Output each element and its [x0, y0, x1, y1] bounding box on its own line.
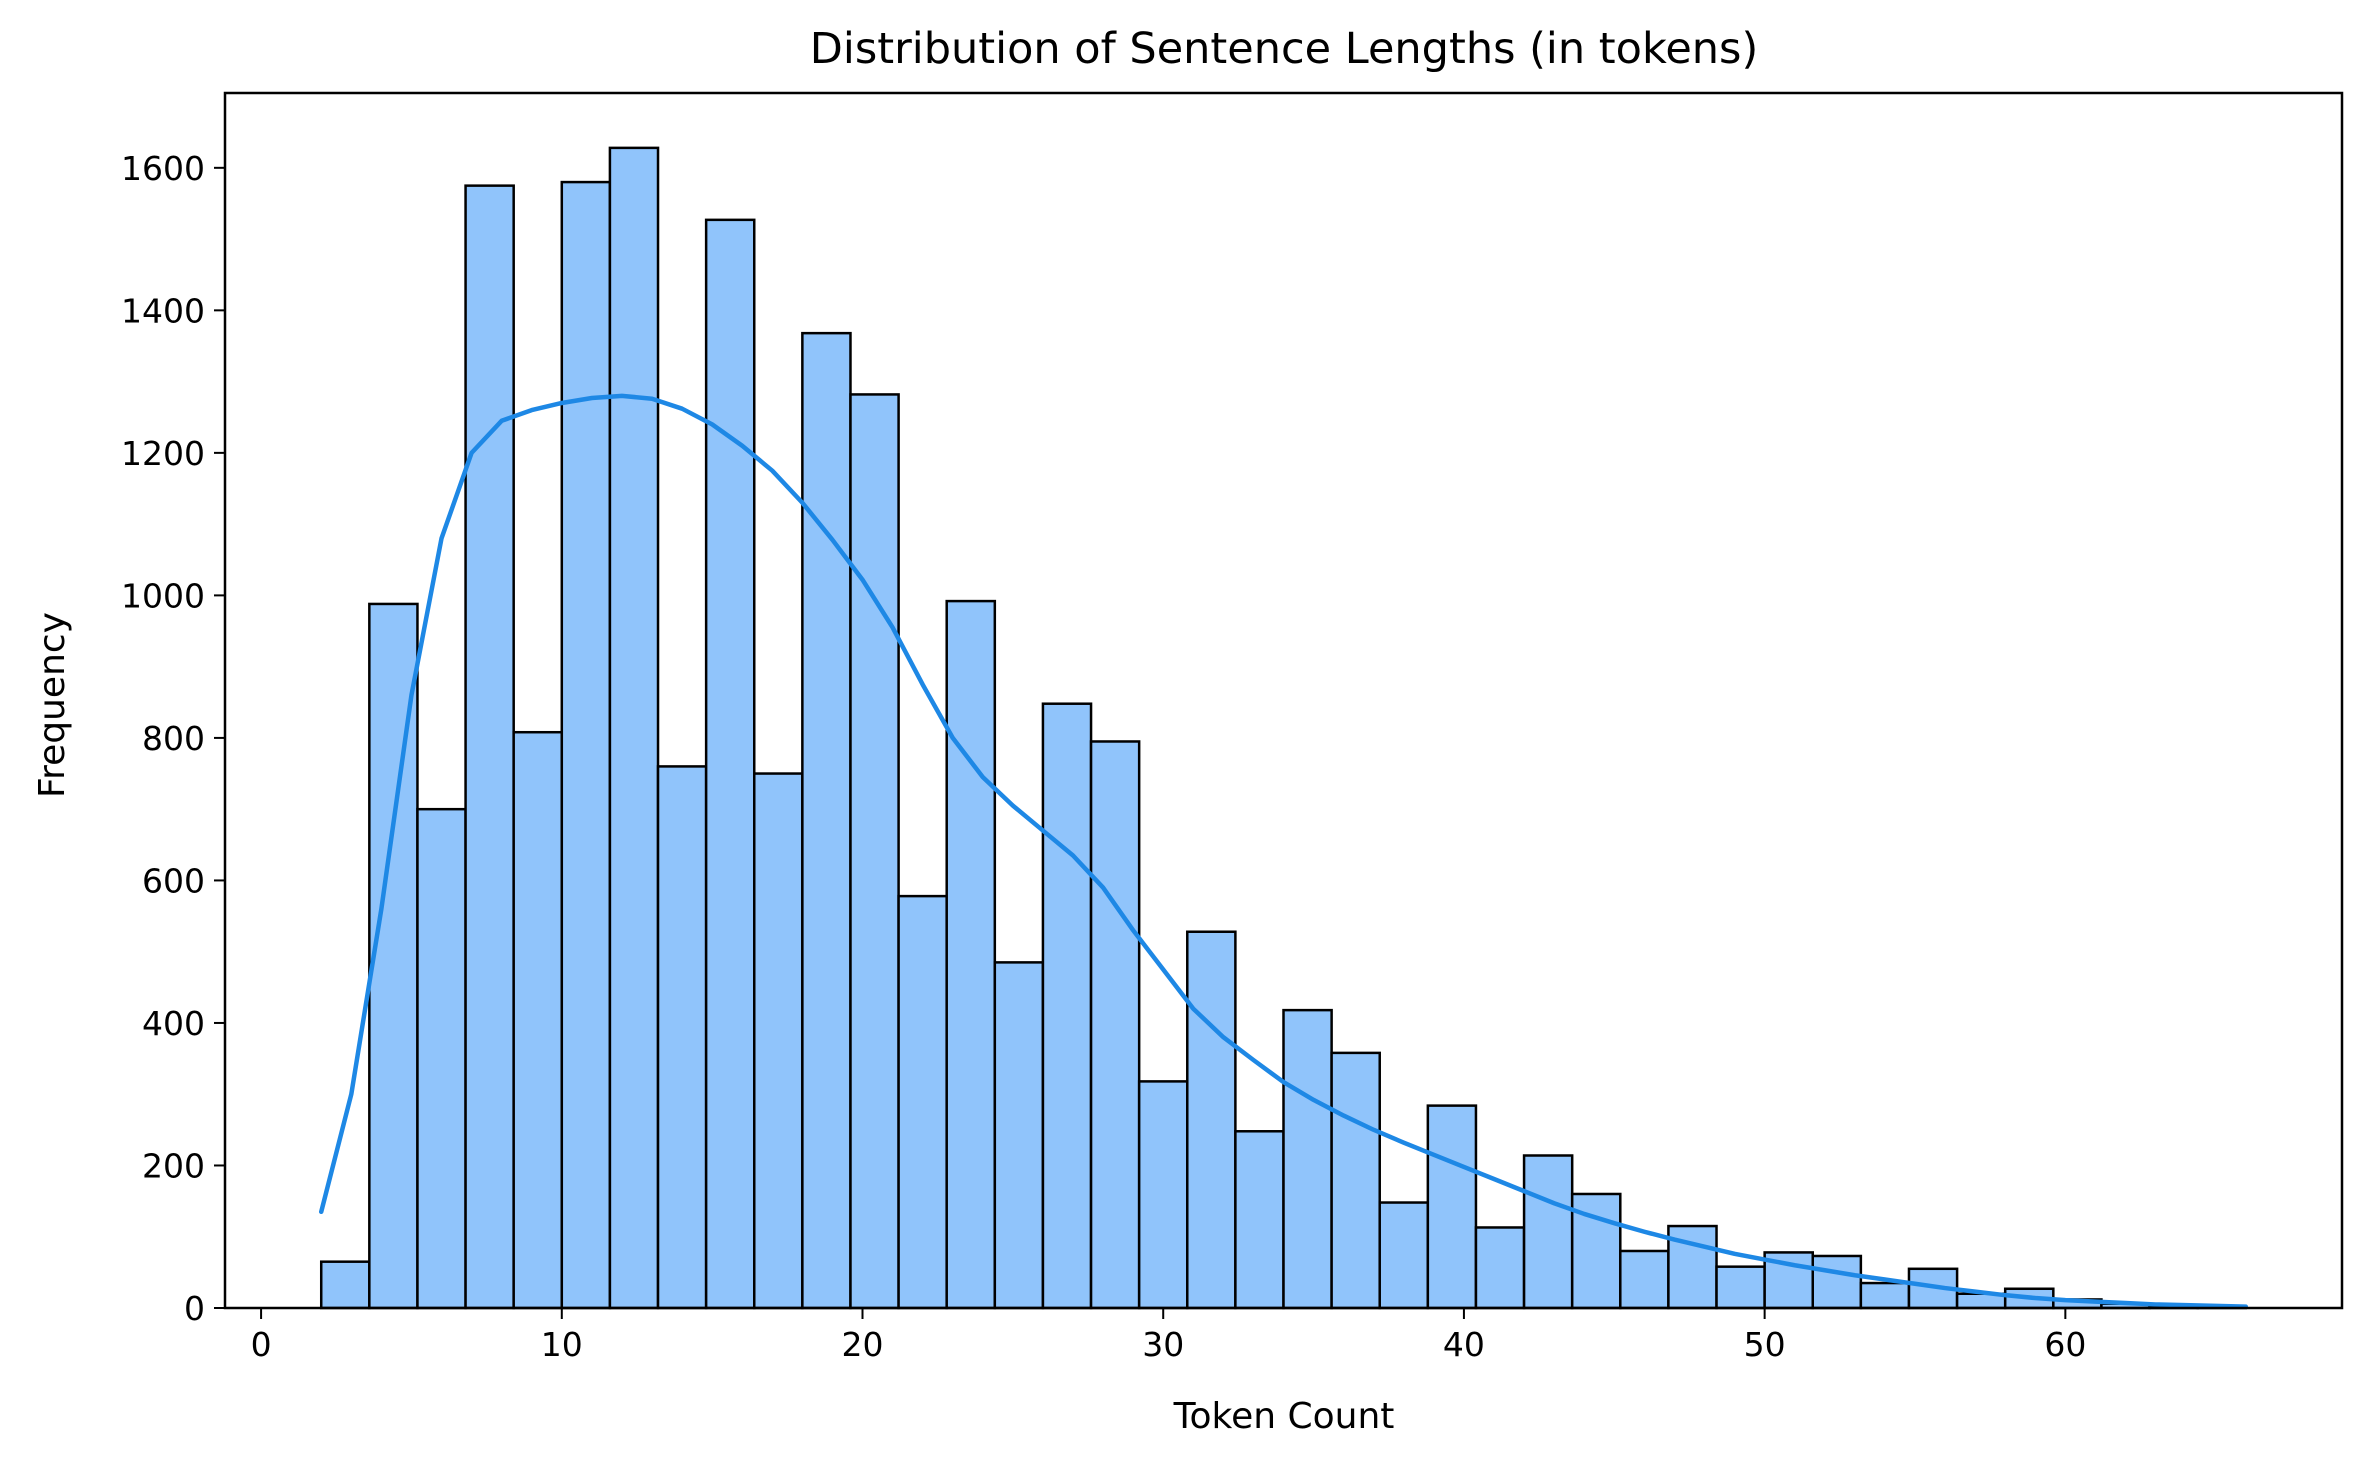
histogram-bar — [704, 218, 756, 1310]
y-tick-label: 800 — [142, 719, 205, 758]
y-tick-label: 1200 — [121, 434, 205, 473]
histogram-bar — [1474, 1226, 1526, 1310]
x-tick-label: 20 — [842, 1325, 884, 1364]
histogram-bar — [656, 765, 708, 1310]
x-axis: 0 10 20 30 40 50 60 — [251, 1308, 2086, 1364]
histogram-bar — [1330, 1051, 1381, 1310]
kde-curve — [318, 393, 2249, 1309]
y-tick-label: 1000 — [121, 576, 205, 615]
histogram-bar — [560, 180, 612, 1310]
histogram-bar — [416, 807, 467, 1310]
histogram-bar — [1137, 1080, 1189, 1310]
chart-title: Distribution of Sentence Lengths (in tok… — [810, 24, 1758, 74]
y-tick-label: 400 — [142, 1004, 205, 1043]
x-tick-label: 40 — [1443, 1325, 1485, 1364]
plot-frame — [223, 91, 2344, 1310]
histogram-bar — [993, 961, 1045, 1310]
y-tick-label: 1400 — [121, 291, 205, 330]
histogram-bar — [801, 331, 852, 1310]
histogram-bar — [464, 184, 515, 1310]
histogram-bar — [1619, 1249, 1670, 1310]
histogram-bar — [1041, 702, 1093, 1310]
histogram-bar — [1282, 1008, 1333, 1310]
histogram-bar — [1089, 740, 1141, 1310]
histogram-bar — [608, 146, 660, 1310]
y-axis-label: Frequency — [32, 612, 73, 798]
y-tick-label: 0 — [184, 1289, 205, 1328]
histogram-bar — [1522, 1154, 1574, 1310]
histogram-bar — [1811, 1254, 1863, 1310]
histogram-bar — [1378, 1201, 1430, 1310]
histogram-bars — [319, 146, 2248, 1310]
histogram-bar — [945, 599, 997, 1310]
y-axis: 0 200 400 600 800 1000 1200 1400 1600 — [121, 149, 225, 1328]
y-tick-label: 600 — [142, 861, 205, 900]
histogram-bar — [1234, 1130, 1285, 1310]
y-tick-label: 200 — [142, 1146, 205, 1185]
x-tick-label: 30 — [1142, 1325, 1184, 1364]
x-tick-label: 0 — [251, 1325, 272, 1364]
histogram-bar — [512, 730, 564, 1310]
x-tick-label: 60 — [2044, 1325, 2086, 1364]
histogram-bar — [753, 772, 804, 1310]
histogram-bar — [897, 894, 948, 1310]
histogram-bar — [1859, 1281, 1911, 1310]
y-tick-label: 1600 — [121, 149, 205, 188]
x-axis-label: Token Count — [1173, 1396, 1395, 1437]
x-tick-label: 50 — [1744, 1325, 1786, 1364]
histogram-bar — [1426, 1104, 1478, 1310]
histogram-bar — [1186, 930, 1237, 1310]
histogram-bar — [319, 1260, 371, 1310]
x-tick-label: 10 — [541, 1325, 583, 1364]
histogram-bar — [849, 393, 900, 1310]
histogram-bar — [1715, 1265, 1766, 1310]
